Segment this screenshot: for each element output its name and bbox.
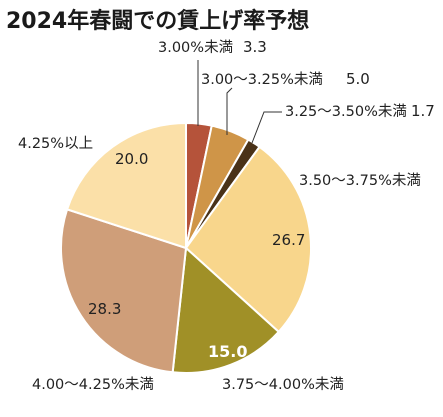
leader-line-slice-2: [251, 111, 282, 144]
leader-lines: [197, 60, 282, 144]
category-label-slice-2: 3.25～3.50%未満: [285, 103, 407, 120]
category-label-slice-1: 3.00～3.25%未満: [201, 71, 323, 88]
category-label-slice-6: 4.25%以上: [18, 135, 93, 152]
pie-slices: [60, 121, 313, 374]
category-label-slice-4: 3.75～4.00%未満: [222, 376, 344, 393]
value-label-slice-5: 28.3: [88, 300, 121, 318]
pie-slice-3: [184, 145, 313, 334]
leader-line-slice-1: [226, 87, 233, 135]
pie-slice-6: [65, 121, 187, 250]
pie-slice-5: [60, 208, 188, 374]
value-label-slice-0: 3.3: [243, 38, 267, 56]
chart-title: 2024年春闘での賃上げ率予想: [6, 8, 309, 34]
category-label-slice-0: 3.00%未満: [158, 39, 233, 56]
category-label-slice-5: 4.00～4.25%未満: [32, 376, 154, 393]
category-labels: 3.00%未満 3.00～3.25%未満 3.25～3.50%未満 3.50～3…: [18, 39, 421, 393]
value-label-slice-6: 20.0: [115, 150, 148, 168]
value-label-slice-3: 26.7: [272, 231, 305, 249]
value-label-slice-1: 5.0: [346, 70, 370, 88]
value-label-slice-4: 15.0: [208, 342, 247, 361]
category-label-slice-3: 3.50～3.75%未満: [299, 172, 421, 189]
value-label-slice-2: 1.7: [411, 102, 435, 120]
value-labels: 3.3 5.0 1.7 26.7 15.0 28.3 20.0: [88, 38, 435, 361]
pie-slice-4: [171, 245, 281, 374]
